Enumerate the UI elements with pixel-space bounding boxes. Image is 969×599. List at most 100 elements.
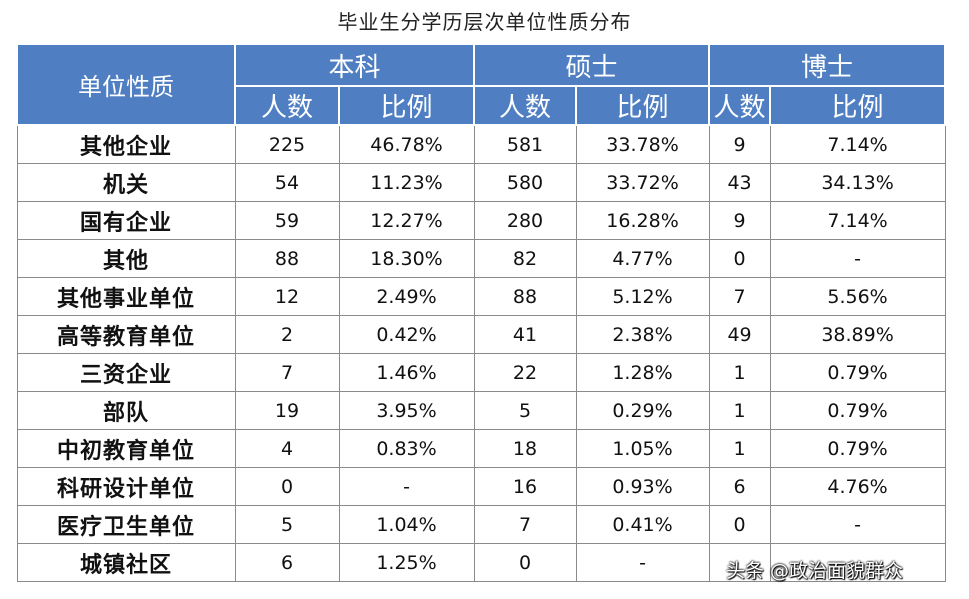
bachelor-ratio-cell: 11.23% [338, 163, 475, 202]
master-count-cell: 88 [473, 277, 577, 316]
doctor-ratio-cell: 7.14% [769, 201, 946, 240]
table-title: 毕业生分学历层次单位性质分布 [337, 10, 632, 34]
bachelor-count-cell: 2 [234, 315, 340, 354]
master-ratio-cell: 0.93% [575, 467, 710, 506]
master-ratio-cell: 16.28% [575, 201, 710, 240]
bachelor-ratio-cell: 18.30% [338, 239, 475, 278]
doctor-count-cell: 7 [708, 277, 771, 316]
header-group-master: 硕士 [473, 43, 711, 87]
unit-type-cell: 部队 [16, 391, 236, 430]
bachelor-count-cell: 225 [234, 124, 340, 164]
master-ratio-cell: 33.72% [575, 163, 710, 202]
doctor-ratio-cell: 0.79% [769, 429, 946, 468]
header-group-doctor: 博士 [708, 43, 947, 87]
unit-type-cell: 其他企业 [16, 124, 236, 164]
bachelor-ratio-cell: 1.25% [338, 543, 475, 582]
bachelor-count-cell: 5 [234, 505, 340, 544]
doctor-ratio-cell: 4.76% [769, 467, 946, 506]
unit-type-cell: 三资企业 [16, 353, 236, 392]
table-row: 国有企业 59 12.27% 280 16.28% 9 7.14% [16, 201, 946, 240]
header-group-bachelor: 本科 [233, 43, 476, 87]
doctor-ratio-cell: 7.14% [769, 124, 946, 164]
distribution-table: 单位性质 本科 硕士 博士 人数 比例 人数 比例 人数 比例 其他企业 225 4… [16, 43, 947, 582]
unit-type-cell: 高等教育单位 [16, 315, 236, 354]
doctor-count-cell: 1 [708, 429, 771, 468]
master-ratio-cell: 1.28% [575, 353, 710, 392]
unit-type-cell: 中初教育单位 [16, 429, 236, 468]
header-bachelor-ratio: 比例 [337, 85, 476, 126]
table-row: 高等教育单位 2 0.42% 41 2.38% 49 38.89% [16, 315, 946, 354]
master-count-cell: 580 [473, 163, 577, 202]
bachelor-count-cell: 54 [234, 163, 340, 202]
unit-type-cell: 国有企业 [16, 201, 236, 240]
header-unit-type: 单位性质 [16, 43, 236, 126]
doctor-count-cell: 0 [708, 239, 771, 278]
doctor-count-cell: 9 [708, 124, 771, 164]
master-count-cell: 280 [473, 201, 577, 240]
master-count-cell: 0 [473, 543, 577, 582]
doctor-ratio-cell: - [769, 239, 946, 278]
doctor-count-cell: 43 [708, 163, 771, 202]
table-row: 城镇社区 6 1.25% 0- [16, 543, 946, 582]
table-row: 其他 88 18.30% 82 4.77% 0- [16, 239, 946, 278]
doctor-ratio-cell: 0.79% [769, 391, 946, 430]
doctor-ratio-cell: 38.89% [769, 315, 946, 354]
master-ratio-cell: 0.29% [575, 391, 710, 430]
master-ratio-cell: 4.77% [575, 239, 710, 278]
bachelor-count-cell: 4 [234, 429, 340, 468]
master-count-cell: 5 [473, 391, 577, 430]
bachelor-count-cell: 6 [234, 543, 340, 582]
unit-type-cell: 机关 [16, 163, 236, 202]
bachelor-ratio-cell: 1.46% [338, 353, 475, 392]
doctor-count-cell: 9 [708, 201, 771, 240]
doctor-ratio-cell: 0.79% [769, 353, 946, 392]
doctor-count-cell: 1 [708, 391, 771, 430]
master-ratio-cell: 2.38% [575, 315, 710, 354]
table-row: 医疗卫生单位 5 1.04% 7 0.41% 0- [16, 505, 946, 544]
bachelor-count-cell: 59 [234, 201, 340, 240]
doctor-ratio-cell: - [769, 505, 946, 544]
master-count-cell: 82 [473, 239, 577, 278]
doctor-count-cell: 49 [708, 315, 771, 354]
bachelor-count-cell: 12 [234, 277, 340, 316]
bachelor-ratio-cell: 3.95% [338, 391, 475, 430]
doctor-count-cell: 1 [708, 353, 771, 392]
unit-type-cell: 医疗卫生单位 [16, 505, 236, 544]
bachelor-count-cell: 0 [234, 467, 340, 506]
bachelor-count-cell: 88 [234, 239, 340, 278]
master-count-cell: 7 [473, 505, 577, 544]
watermark: 头条 @政治面貌群众 [726, 560, 904, 582]
master-count-cell: 41 [473, 315, 577, 354]
master-count-cell: 16 [473, 467, 577, 506]
table-body: 其他企业 225 46.78% 581 33.78% 9 7.14% 机关 54 11.23% 58… [16, 124, 946, 582]
doctor-ratio-cell: 5.56% [769, 277, 946, 316]
table-row: 其他企业 225 46.78% 581 33.78% 9 7.14% [16, 124, 946, 164]
bachelor-ratio-cell: 1.04% [338, 505, 475, 544]
bachelor-count-cell: 19 [234, 391, 340, 430]
header-master-ratio: 比例 [575, 85, 711, 126]
master-count-cell: 22 [473, 353, 577, 392]
master-ratio-cell: 0.41% [575, 505, 710, 544]
unit-type-cell: 城镇社区 [16, 543, 236, 582]
bachelor-ratio-cell: 46.78% [338, 124, 475, 164]
bachelor-ratio-cell: - [338, 467, 475, 506]
doctor-ratio-cell: 34.13% [769, 163, 946, 202]
bachelor-count-cell: 7 [234, 353, 340, 392]
header-bachelor-count: 人数 [234, 85, 340, 126]
unit-type-cell: 其他 [16, 239, 236, 278]
bachelor-ratio-cell: 2.49% [338, 277, 475, 316]
master-count-cell: 18 [473, 429, 577, 468]
header-doctor-count: 人数 [708, 85, 772, 126]
header-doctor-ratio: 比例 [769, 85, 947, 126]
bachelor-ratio-cell: 12.27% [338, 201, 475, 240]
table-row: 其他事业单位 12 2.49% 88 5.12% 7 5.56% [16, 277, 946, 316]
doctor-count-cell: 0 [708, 505, 771, 544]
master-ratio-cell: 1.05% [575, 429, 710, 468]
bachelor-ratio-cell: 0.42% [338, 315, 475, 354]
master-ratio-cell: 33.78% [575, 124, 710, 164]
master-count-cell: 581 [473, 124, 577, 164]
doctor-count-cell: 6 [708, 467, 771, 506]
table-row: 部队 19 3.95% 5 0.29% 1 0.79% [16, 391, 946, 430]
master-ratio-cell: - [575, 543, 710, 582]
table-row: 三资企业 7 1.46% 22 1.28% 1 0.79% [16, 353, 946, 392]
